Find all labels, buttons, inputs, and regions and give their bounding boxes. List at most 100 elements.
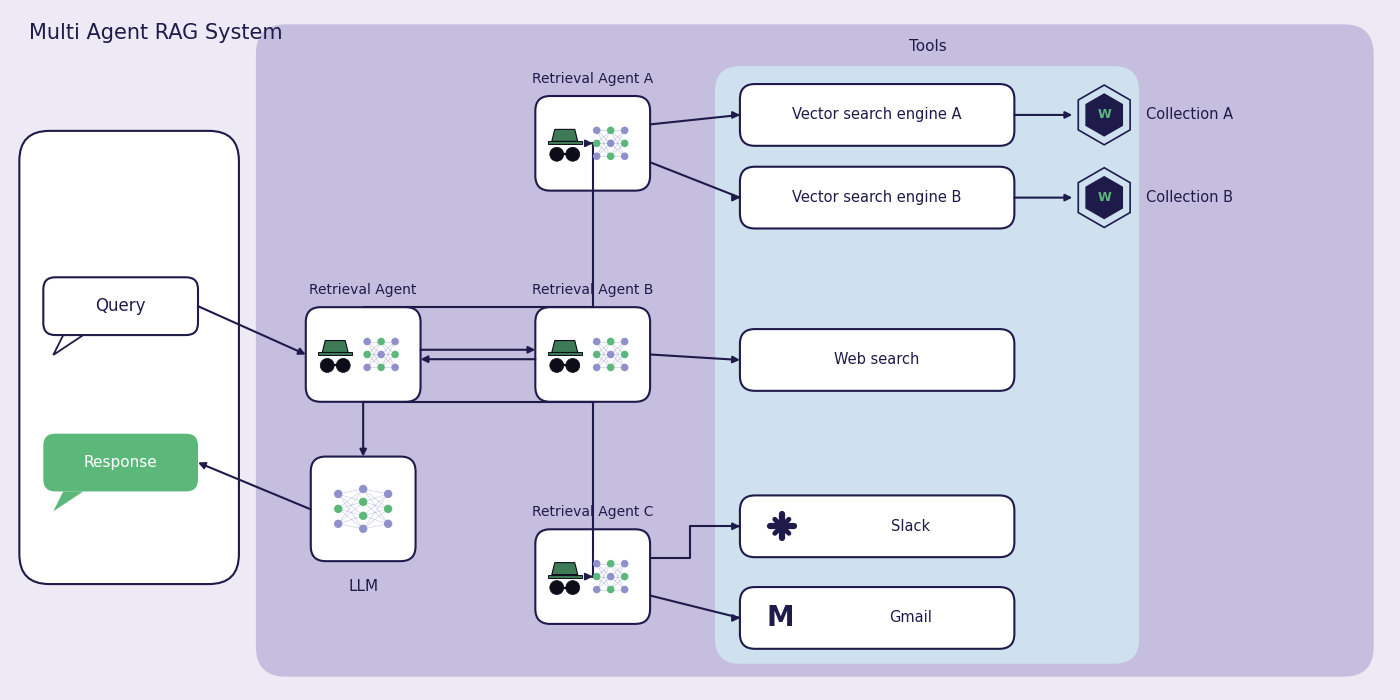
FancyBboxPatch shape [741,84,1015,146]
Text: M: M [766,604,794,632]
Circle shape [364,337,371,345]
Circle shape [335,490,343,498]
Circle shape [335,519,343,528]
Polygon shape [547,141,582,144]
FancyBboxPatch shape [741,496,1015,557]
Circle shape [606,351,615,358]
Text: W: W [1098,108,1112,121]
FancyBboxPatch shape [535,529,650,624]
Text: Collection B: Collection B [1147,190,1233,205]
Text: Slack: Slack [890,519,930,534]
Circle shape [606,139,615,147]
Circle shape [358,512,367,520]
Polygon shape [1086,94,1123,136]
Circle shape [321,358,335,372]
Circle shape [620,573,629,580]
Text: Retrieval Agent B: Retrieval Agent B [532,284,654,298]
Circle shape [620,586,629,594]
Circle shape [378,351,385,358]
Polygon shape [322,340,349,353]
Circle shape [550,580,564,594]
Text: Tools: Tools [909,38,946,54]
Circle shape [606,153,615,160]
Circle shape [620,139,629,147]
FancyBboxPatch shape [535,96,650,190]
Circle shape [378,337,385,345]
Circle shape [384,490,392,498]
Circle shape [550,147,564,161]
Circle shape [594,127,601,134]
Circle shape [594,586,601,594]
Polygon shape [547,353,582,356]
Circle shape [384,505,392,513]
Text: Vector search engine A: Vector search engine A [792,107,962,122]
Circle shape [566,358,580,372]
Circle shape [594,153,601,160]
Circle shape [620,560,629,568]
Circle shape [620,363,629,371]
Circle shape [606,560,615,568]
Polygon shape [318,353,353,356]
Circle shape [606,573,615,580]
FancyBboxPatch shape [741,587,1015,649]
Polygon shape [552,340,578,353]
Text: Retrieval Agent C: Retrieval Agent C [532,505,654,519]
Circle shape [336,358,350,372]
FancyBboxPatch shape [311,456,416,561]
FancyBboxPatch shape [535,307,650,402]
Circle shape [392,337,399,345]
Circle shape [550,358,564,372]
FancyBboxPatch shape [715,66,1140,664]
Circle shape [606,586,615,594]
Polygon shape [547,575,582,577]
Circle shape [566,147,580,161]
FancyBboxPatch shape [741,167,1015,228]
Circle shape [594,337,601,345]
Text: Gmail: Gmail [889,610,931,625]
Circle shape [364,363,371,371]
Text: Response: Response [84,455,158,470]
Text: Query: Query [95,298,146,315]
Text: Multi Agent RAG System: Multi Agent RAG System [29,23,283,43]
Text: Retrieval Agent: Retrieval Agent [309,284,417,298]
FancyBboxPatch shape [256,25,1373,677]
Text: LLM: LLM [349,579,378,594]
Circle shape [384,519,392,528]
Circle shape [620,153,629,160]
Text: Retrieval Agent A: Retrieval Agent A [532,72,654,86]
Circle shape [392,363,399,371]
Circle shape [335,505,343,513]
Polygon shape [552,130,578,141]
Circle shape [594,139,601,147]
Circle shape [566,580,580,594]
Circle shape [594,363,601,371]
Circle shape [378,363,385,371]
Circle shape [364,351,371,358]
Circle shape [358,524,367,533]
Polygon shape [53,491,83,512]
Circle shape [620,351,629,358]
FancyBboxPatch shape [43,434,197,491]
Circle shape [594,573,601,580]
FancyBboxPatch shape [43,277,197,335]
Circle shape [594,560,601,568]
Circle shape [358,485,367,493]
FancyBboxPatch shape [741,329,1015,391]
Polygon shape [1086,176,1123,218]
Text: Vector search engine B: Vector search engine B [792,190,962,205]
Text: Web search: Web search [834,353,920,368]
FancyBboxPatch shape [305,307,420,402]
Circle shape [620,337,629,345]
Circle shape [606,337,615,345]
Circle shape [392,351,399,358]
Circle shape [620,127,629,134]
Text: W: W [1098,191,1112,204]
Text: Collection A: Collection A [1147,107,1233,122]
Polygon shape [53,335,83,355]
Circle shape [358,498,367,506]
Polygon shape [552,563,578,575]
Circle shape [606,363,615,371]
FancyBboxPatch shape [20,131,239,584]
Circle shape [606,127,615,134]
Circle shape [594,351,601,358]
